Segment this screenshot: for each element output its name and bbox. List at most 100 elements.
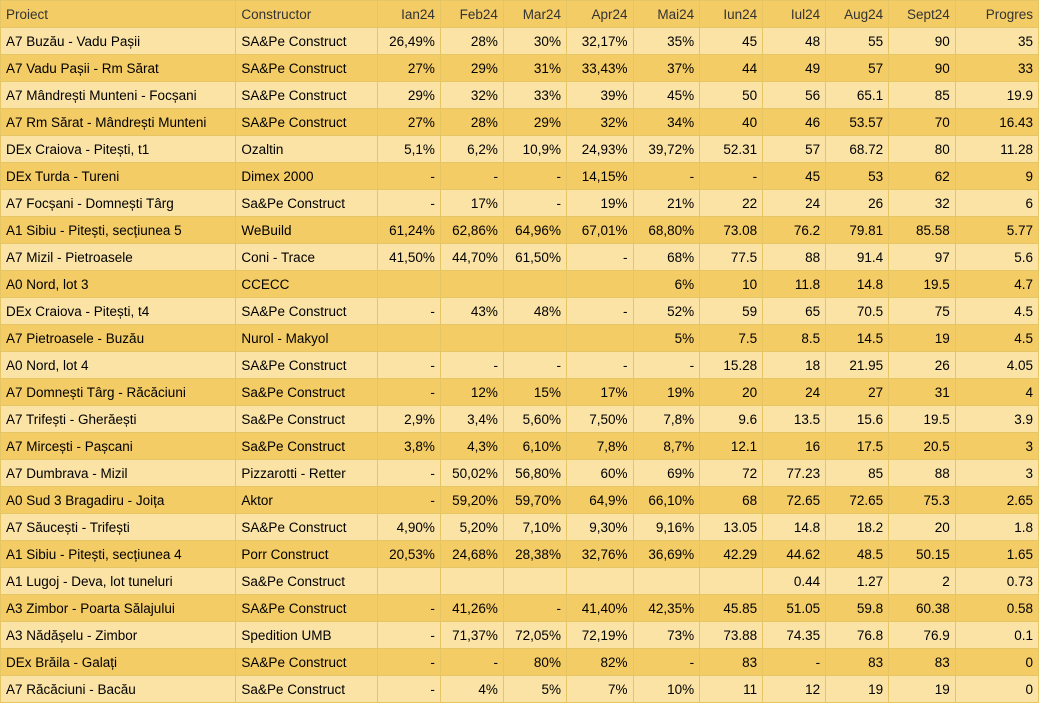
cell-value: 4.5 [955,325,1038,352]
cell-value: 85.58 [889,217,956,244]
cell-project: A7 Trifești - Gherăești [1,406,236,433]
cell-value: 19.5 [889,271,956,298]
cell-value: 17% [566,379,633,406]
col-header: Aug24 [826,1,889,28]
cell-value: 39,72% [633,136,700,163]
cell-value: 57 [763,136,826,163]
cell-value: 45 [763,163,826,190]
cell-constructor: SA&Pe Construct [236,28,377,55]
cell-value: 27% [377,109,440,136]
cell-value: 42.29 [700,541,763,568]
table-row: A0 Sud 3 Bragadiru - JoițaAktor-59,20%59… [1,487,1039,514]
progress-table: ProiectConstructorIan24Feb24Mar24Apr24Ma… [0,0,1039,703]
cell-value: 17.5 [826,433,889,460]
cell-value: 64,96% [503,217,566,244]
cell-value: 29% [503,109,566,136]
cell-value: 45 [700,28,763,55]
cell-value: 0.58 [955,595,1038,622]
cell-value: 48% [503,298,566,325]
cell-value: 53 [826,163,889,190]
cell-project: A7 Buzău - Vadu Pașii [1,28,236,55]
cell-value: 12.1 [700,433,763,460]
cell-project: A7 Domnești Târg - Răcăciuni [1,379,236,406]
cell-value: 39% [566,82,633,109]
table-row: A1 Sibiu - Pitești, secțiunea 5WeBuild61… [1,217,1039,244]
cell-value: 68 [700,487,763,514]
cell-value: 21% [633,190,700,217]
cell-value: 8.5 [763,325,826,352]
cell-value: 50,02% [440,460,503,487]
cell-value: 0 [955,649,1038,676]
cell-value: 14.8 [826,271,889,298]
cell-value: 73.88 [700,622,763,649]
cell-value: 32,76% [566,541,633,568]
cell-project: A3 Zimbor - Poarta Sălajului [1,595,236,622]
cell-value: 76.2 [763,217,826,244]
cell-value: 31% [503,55,566,82]
table-row: A7 Domnești Târg - RăcăciuniSa&Pe Constr… [1,379,1039,406]
cell-value: 46 [763,109,826,136]
cell-value: 55 [826,28,889,55]
table-row: A7 Mircești - PașcaniSa&Pe Construct3,8%… [1,433,1039,460]
cell-value: 49 [763,55,826,82]
table-row: A1 Sibiu - Pitești, secțiunea 4Porr Cons… [1,541,1039,568]
table-row: A7 Săucești - TrifeștiSA&Pe Construct4,9… [1,514,1039,541]
cell-value: - [440,649,503,676]
cell-value: 60% [566,460,633,487]
table-row: A0 Nord, lot 4SA&Pe Construct-----15.281… [1,352,1039,379]
cell-project: DEx Brăila - Galați [1,649,236,676]
cell-value: - [700,163,763,190]
cell-value: 8,7% [633,433,700,460]
cell-project: A3 Nădășelu - Zimbor [1,622,236,649]
cell-value: 72,19% [566,622,633,649]
table-row: A3 Nădășelu - ZimborSpedition UMB-71,37%… [1,622,1039,649]
cell-value: 12% [440,379,503,406]
cell-constructor: CCECC [236,271,377,298]
col-header: Ian24 [377,1,440,28]
cell-value: 44.62 [763,541,826,568]
cell-value: 28% [440,28,503,55]
cell-value: 80 [889,136,956,163]
cell-value: 19.9 [955,82,1038,109]
cell-project: DEx Turda - Tureni [1,163,236,190]
cell-value: 15.6 [826,406,889,433]
cell-project: A7 Vadu Pașii - Rm Sărat [1,55,236,82]
cell-value: 6,10% [503,433,566,460]
cell-value: 20 [889,514,956,541]
cell-value: 14,15% [566,163,633,190]
cell-value: 5,1% [377,136,440,163]
cell-value: - [566,298,633,325]
cell-constructor: SA&Pe Construct [236,109,377,136]
cell-value [440,325,503,352]
table-row: DEx Turda - TureniDimex 2000---14,15%--4… [1,163,1039,190]
cell-value: 26 [826,190,889,217]
cell-value: 20 [700,379,763,406]
cell-constructor: Sa&Pe Construct [236,406,377,433]
cell-value: 33,43% [566,55,633,82]
cell-value: 29% [377,82,440,109]
cell-project: A7 Pietroasele - Buzău [1,325,236,352]
col-header: Iul24 [763,1,826,28]
cell-value: 62 [889,163,956,190]
cell-value: 60.38 [889,595,956,622]
cell-value: 4 [955,379,1038,406]
cell-value: 79.81 [826,217,889,244]
cell-value: 85 [889,82,956,109]
cell-value: 85 [826,460,889,487]
cell-value: 19 [889,325,956,352]
cell-value [503,568,566,595]
cell-value [503,271,566,298]
cell-value: 4,3% [440,433,503,460]
cell-value: 67,01% [566,217,633,244]
cell-value: 59,70% [503,487,566,514]
cell-value: 32% [440,82,503,109]
cell-value: 44 [700,55,763,82]
cell-value: 83 [826,649,889,676]
cell-value: - [440,352,503,379]
cell-value: 41,26% [440,595,503,622]
cell-value: 13.05 [700,514,763,541]
cell-value [377,568,440,595]
cell-value: - [633,649,700,676]
table-header-row: ProiectConstructorIan24Feb24Mar24Apr24Ma… [1,1,1039,28]
cell-constructor: Ozaltin [236,136,377,163]
